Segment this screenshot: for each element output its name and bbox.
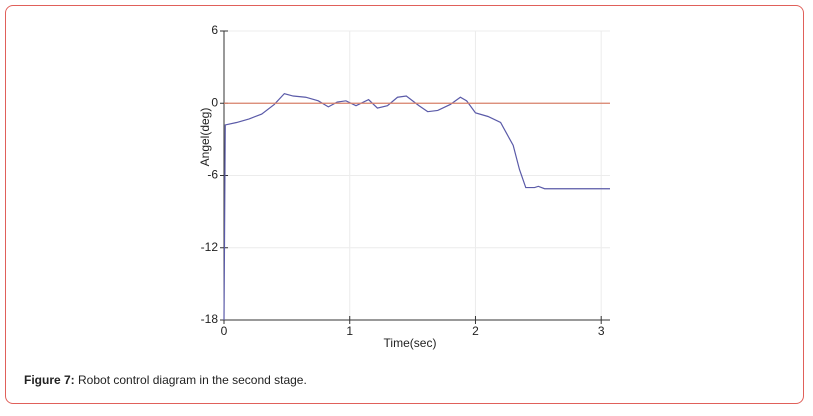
y-axis-label: Angel(deg): [198, 108, 212, 167]
x-tick-label: 0: [221, 324, 228, 338]
data-line: [223, 92, 610, 321]
y-tick-label: -6: [207, 168, 218, 182]
figure-frame: [5, 5, 804, 404]
x-tick-label: 3: [598, 324, 605, 338]
caption-text: Robot control diagram in the second stag…: [78, 373, 307, 387]
x-tick-label: 1: [346, 324, 353, 338]
y-tick-label: -18: [201, 312, 219, 326]
y-tick-label: -12: [201, 240, 219, 254]
y-tick-label: 6: [211, 23, 218, 37]
caption: Figure 7: Robot control diagram in the s…: [24, 373, 307, 387]
y-tick-label: 0: [211, 95, 218, 109]
x-axis-label: Time(sec): [384, 336, 437, 350]
x-tick-label: 2: [472, 324, 479, 338]
caption-label: Figure 7:: [24, 373, 75, 387]
